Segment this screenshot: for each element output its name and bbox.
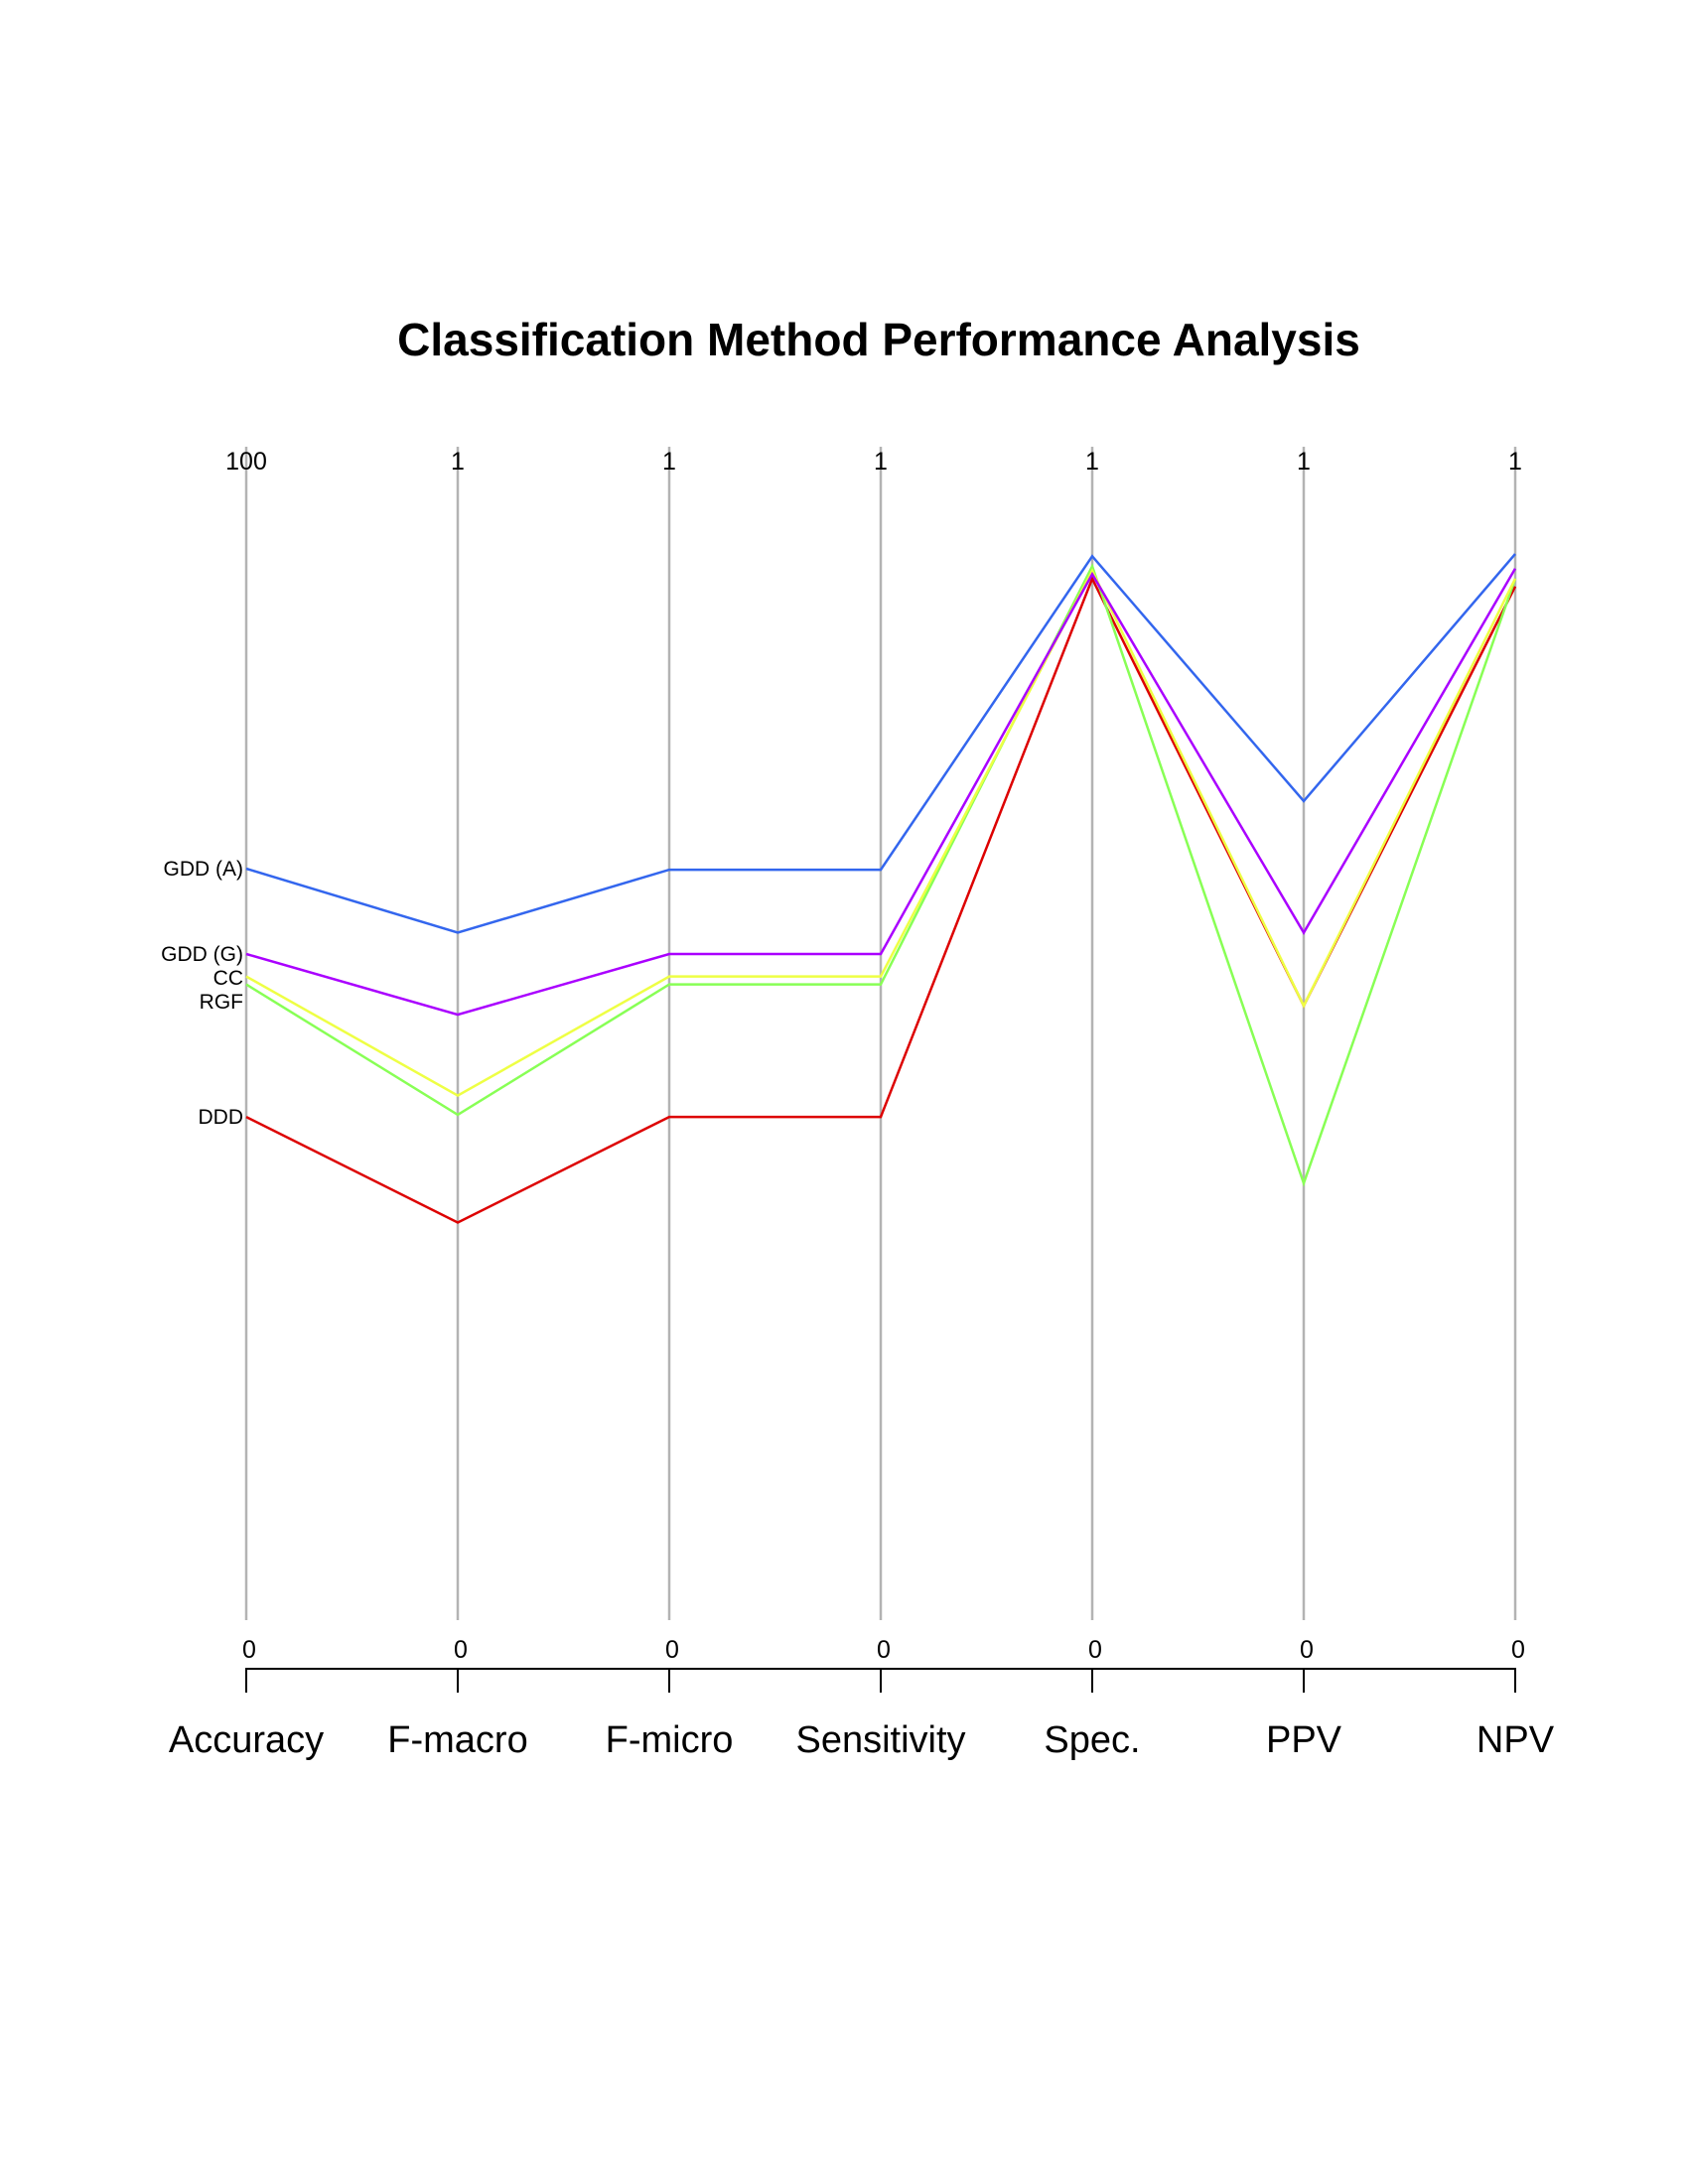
axis-name-f-micro: F-micro (606, 1719, 734, 1761)
axis-max-label-ppv: 1 (1297, 448, 1311, 476)
axis-name-f-macro: F-macro (387, 1719, 527, 1761)
axis-min-label-sensitivity: 0 (877, 1636, 891, 1664)
bottom-axis: Accuracy F-macro F-micro Sensitivity Spec. PP… (169, 1668, 1555, 1761)
series-label-ddd: DDD (199, 1106, 244, 1129)
series-label-rgf: RGF (200, 991, 243, 1014)
axis-max-label-f-micro: 1 (662, 448, 676, 476)
series-line-gdd-a (245, 553, 1516, 934)
series-label-gdd-a: GDD (A) (164, 858, 244, 881)
axis-max-label-spec: 1 (1085, 448, 1099, 476)
chart-title: Classification Method Performance Analys… (397, 314, 1360, 365)
axis-name-sensitivity: Sensitivity (795, 1719, 965, 1761)
series-lines (245, 553, 1517, 1224)
axis-max-label-npv: 1 (1508, 448, 1522, 476)
series-line-cc (245, 568, 1517, 1098)
axis-max-label-accuracy: 100 (225, 448, 267, 476)
axis-max-label-sensitivity: 1 (874, 448, 888, 476)
series-label-gdd-g: GDD (G) (161, 943, 243, 966)
axis-max-label-f-macro: 1 (451, 448, 465, 476)
axis-name-ppv: PPV (1266, 1719, 1342, 1761)
axis-min-label-spec: 0 (1088, 1636, 1102, 1664)
axis-min-label-npv: 0 (1511, 1636, 1525, 1664)
axis-min-label-f-micro: 0 (665, 1636, 679, 1664)
axis-min-label-accuracy: 0 (242, 1636, 256, 1664)
series-line-gdd-g (245, 568, 1517, 1017)
axis-name-npv: NPV (1477, 1719, 1555, 1761)
axis-name-accuracy: Accuracy (169, 1719, 324, 1761)
series-label-cc: CC (213, 967, 243, 990)
axis-min-label-f-macro: 0 (454, 1636, 468, 1664)
axis-name-spec: Spec. (1044, 1719, 1140, 1761)
series-line-rgf (245, 563, 1517, 1187)
axes: 100 0 1 0 1 0 1 0 1 0 1 0 1 0 (225, 447, 1525, 1664)
axis-min-label-ppv: 0 (1300, 1636, 1314, 1664)
